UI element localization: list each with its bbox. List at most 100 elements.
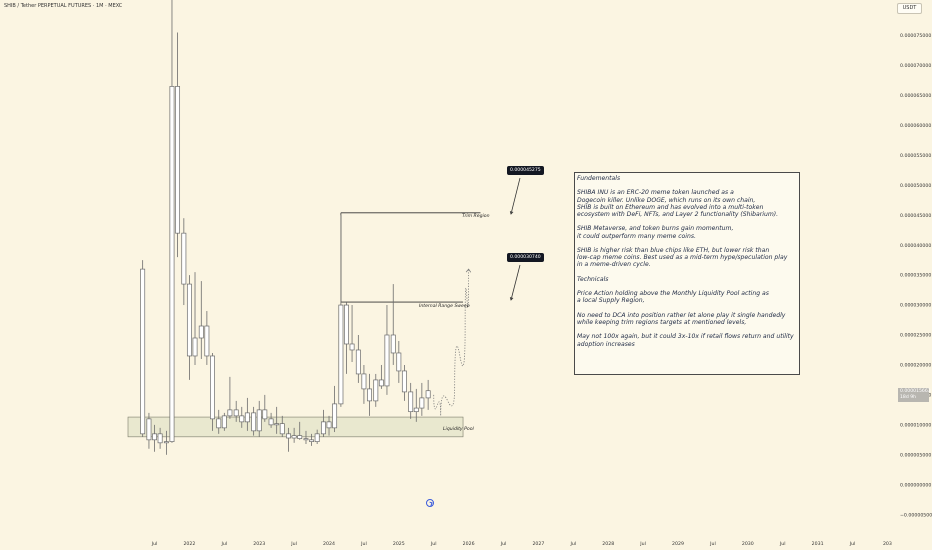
projection-arrow [465,268,472,273]
note-line [577,269,797,276]
range-sweep-label: Internal Range Sweep [419,303,470,309]
projection-layer [433,177,521,416]
candle-body [401,370,407,393]
x-tick-label: Jul [849,541,856,547]
note-line: Fundementals [577,175,621,182]
y-tick-label: 0.000055000 [900,153,931,159]
candle-body [390,334,396,354]
candle-body [181,232,187,285]
candle-body [367,388,372,402]
note-line: in a meme-driven cycle. [577,261,651,269]
candle-body [286,433,291,439]
liquidity-pool-zone [127,416,464,438]
candle-body [233,409,239,417]
note-line: it could outperform many meme coins. [577,232,696,240]
x-tick-label: 2023 [253,541,265,547]
note-line: a local Supply Region, [577,297,645,305]
x-tick-label: 2028 [602,541,614,547]
candle-body [349,343,355,351]
candle-body [378,379,384,387]
x-tick-label: Jul [220,541,227,547]
note-line [577,305,797,312]
candle-body [344,304,349,345]
x-tick-label: 2031 [812,541,824,547]
y-tick-label: 0.000035000 [900,273,931,279]
x-tick-label: 2024 [323,541,335,547]
liquidity-pool-label: Liquidity Pool [443,426,475,432]
candle-body [221,415,227,429]
currency-button[interactable]: USDT [897,3,922,14]
note-line: ecosystem with DeFi, NFTs, and Layer 2 f… [577,211,779,218]
chart-title: SHIB / Tether PERPETUAL FUTURES · 1M · M… [4,3,123,9]
candle-body [425,390,431,399]
note-line: Price Action holding above the Monthly L… [577,290,769,298]
candle-body [198,325,204,339]
x-tick-label: 2025 [393,541,405,547]
candle-body [227,409,233,417]
y-tick-label: 0.000075000 [900,33,931,39]
candle-body [239,415,245,423]
candle-body [419,397,425,409]
note-lines: Fundementals SHIBA INU is an ERC-20 meme … [577,175,797,348]
candle-body [332,403,338,429]
candle-body [152,433,157,441]
y-tick-label: 0.000050000 [900,183,931,189]
current-price-tag: 0.000015663 18d 9h [898,388,931,402]
x-tick-label: 2022 [183,541,195,547]
candle-body [373,379,379,402]
note-line: low-cap meme coins. Best used as a mid-t… [577,254,788,262]
y-tick-label: 0.000030000 [900,303,931,309]
y-tick-label: −0.000005000 [900,512,932,518]
analysis-note-box: Fundementals SHIBA INU is an ERC-20 meme … [574,172,800,375]
candle-body [338,304,344,405]
label-layer: Trim Region Internal Range Sweep Liquidity… [419,213,490,432]
tradingview-logo-icon [426,499,434,507]
candle-layer [140,0,431,455]
candle-body [314,433,320,442]
x-tick-label: 2026 [463,541,475,547]
candle-body [320,421,326,435]
candle-body [274,423,280,426]
note-line: No need to DCA into position rather let … [577,311,786,319]
trim-target-arrow-head [509,210,514,215]
candle-body [244,412,250,423]
candle-body [396,352,402,372]
x-tick-label: Jul [360,541,367,547]
candle-body [297,435,303,439]
candle-body [146,418,152,441]
range-target-tag: 0.000030740 [507,253,544,262]
y-tick-label: 0.000060000 [900,123,931,129]
x-tick-label: 2030 [742,541,754,547]
candle-body [175,86,181,234]
candle-body [303,438,309,441]
candle-body [326,421,332,429]
candle-body [384,334,390,387]
candle-body [408,391,414,413]
x-tick-label: Jul [639,541,646,547]
y-tick-label: 0.000005000 [900,452,931,458]
y-tick-label: 0.000020000 [900,363,931,369]
note-line [577,240,797,247]
candle-body [192,337,198,357]
x-tick-label: 203 [883,541,892,547]
current-price-value: 0.000015663 [900,389,931,394]
y-tick-label: 0.000045000 [900,213,931,219]
x-tick-label: Jul [779,541,786,547]
range-target-arrow-head [509,296,514,301]
note-line: Technicals [577,275,609,283]
note-line: SHIB is higher risk than blue chips like… [577,246,770,254]
x-tick-label: Jul [151,541,158,547]
trim-target-arrow [510,177,521,215]
candle-body [291,435,297,439]
candle-body [210,355,215,420]
x-tick-label: Jul [709,541,716,547]
x-tick-label: Jul [430,541,437,547]
candle-body [268,418,274,426]
y-tick-label: 0.000000000 [900,482,931,488]
x-tick-label: Jul [569,541,576,547]
trim-region-label: Trim Region [462,213,490,219]
candle-body [163,441,169,444]
candle-body [157,433,163,444]
y-tick-label: 0.000070000 [900,63,931,69]
